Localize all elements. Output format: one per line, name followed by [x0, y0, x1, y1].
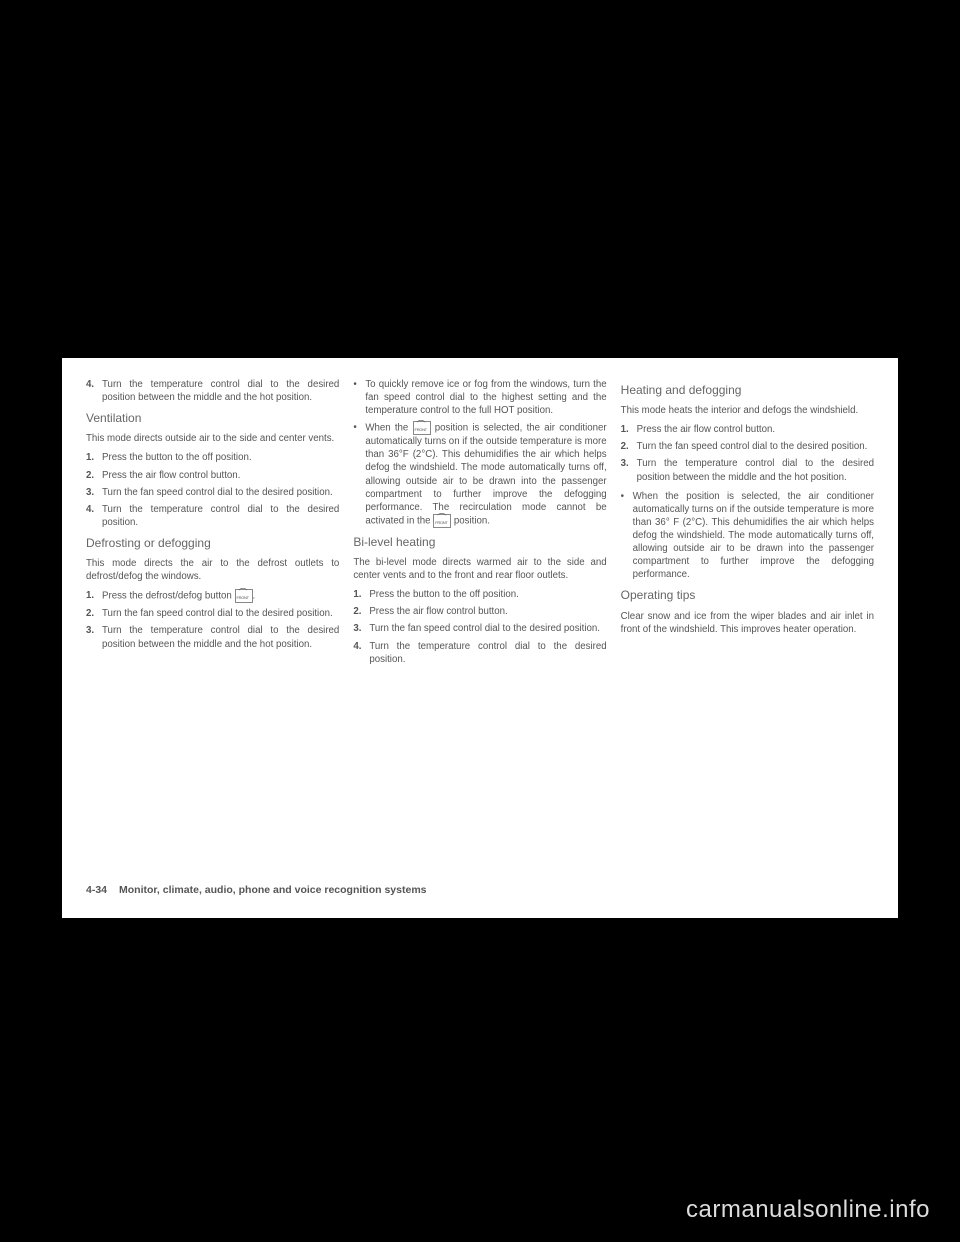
list-item: Turn the fan speed control dial to the d…: [86, 607, 339, 620]
list-item: Turn the temperature control dial to the…: [86, 503, 339, 529]
bullet-text: position is selected, the air conditione…: [365, 423, 606, 527]
page-footer: 4-34 Monitor, climate, audio, phone and v…: [86, 884, 427, 896]
heading-bilevel: Bi-level heating: [353, 534, 606, 550]
heading-tips: Operating tips: [621, 587, 874, 603]
list-item: Turn the temperature control dial to the…: [621, 457, 874, 483]
list-item: To quickly remove ice or fog from the wi…: [353, 378, 606, 417]
list-item: Turn the fan speed control dial to the d…: [86, 486, 339, 499]
defrost-icon: [433, 514, 451, 528]
bullet-text: position.: [451, 515, 490, 526]
column-2: To quickly remove ice or fog from the wi…: [353, 378, 606, 866]
list-item: When the position is selected, the air c…: [353, 421, 606, 528]
tips-text: Clear snow and ice from the wiper blades…: [621, 610, 874, 636]
list-item: Turn the temperature control dial to the…: [353, 640, 606, 666]
page-number: 4-34: [86, 884, 107, 896]
bilevel-intro: The bi-level mode directs warmed air to …: [353, 556, 606, 582]
list-item: Turn the temperature control dial to the…: [86, 378, 339, 404]
list-item: Press the air flow control button.: [621, 423, 874, 436]
defrost-icon: [235, 589, 253, 603]
list-item: Press the button to the off position.: [353, 588, 606, 601]
watermark: carmanualsonline.info: [686, 1196, 930, 1224]
manual-page: Turn the temperature control dial to the…: [62, 358, 898, 918]
list-item: Press the button to the off position.: [86, 451, 339, 464]
list-item: Turn the fan speed control dial to the d…: [621, 440, 874, 453]
heading-heatdefog: Heating and defogging: [621, 382, 874, 398]
list-item: Press the air flow control button.: [353, 605, 606, 618]
heading-defrost: Defrosting or defogging: [86, 535, 339, 551]
list-item: Turn the fan speed control dial to the d…: [353, 622, 606, 635]
list-item: Press the defrost/defog button .: [86, 589, 339, 603]
list-item: Press the air flow control button.: [86, 469, 339, 482]
list-item: When the position is selected, the air c…: [621, 490, 874, 582]
heatdefog-intro: This mode heats the interior and defogs …: [621, 404, 874, 417]
ventilation-intro: This mode directs outside air to the sid…: [86, 432, 339, 445]
defrost-icon: [413, 421, 431, 435]
defrost-intro: This mode directs the air to the defrost…: [86, 557, 339, 583]
column-layout: Turn the temperature control dial to the…: [86, 378, 874, 866]
list-item: Turn the temperature control dial to the…: [86, 624, 339, 650]
section-title: Monitor, climate, audio, phone and voice…: [119, 884, 426, 896]
heading-ventilation: Ventilation: [86, 410, 339, 426]
column-3: Heating and defogging This mode heats th…: [621, 378, 874, 866]
step-text: Press the defrost/defog button: [102, 591, 232, 602]
bullet-text: When the: [365, 423, 412, 434]
column-1: Turn the temperature control dial to the…: [86, 378, 339, 866]
